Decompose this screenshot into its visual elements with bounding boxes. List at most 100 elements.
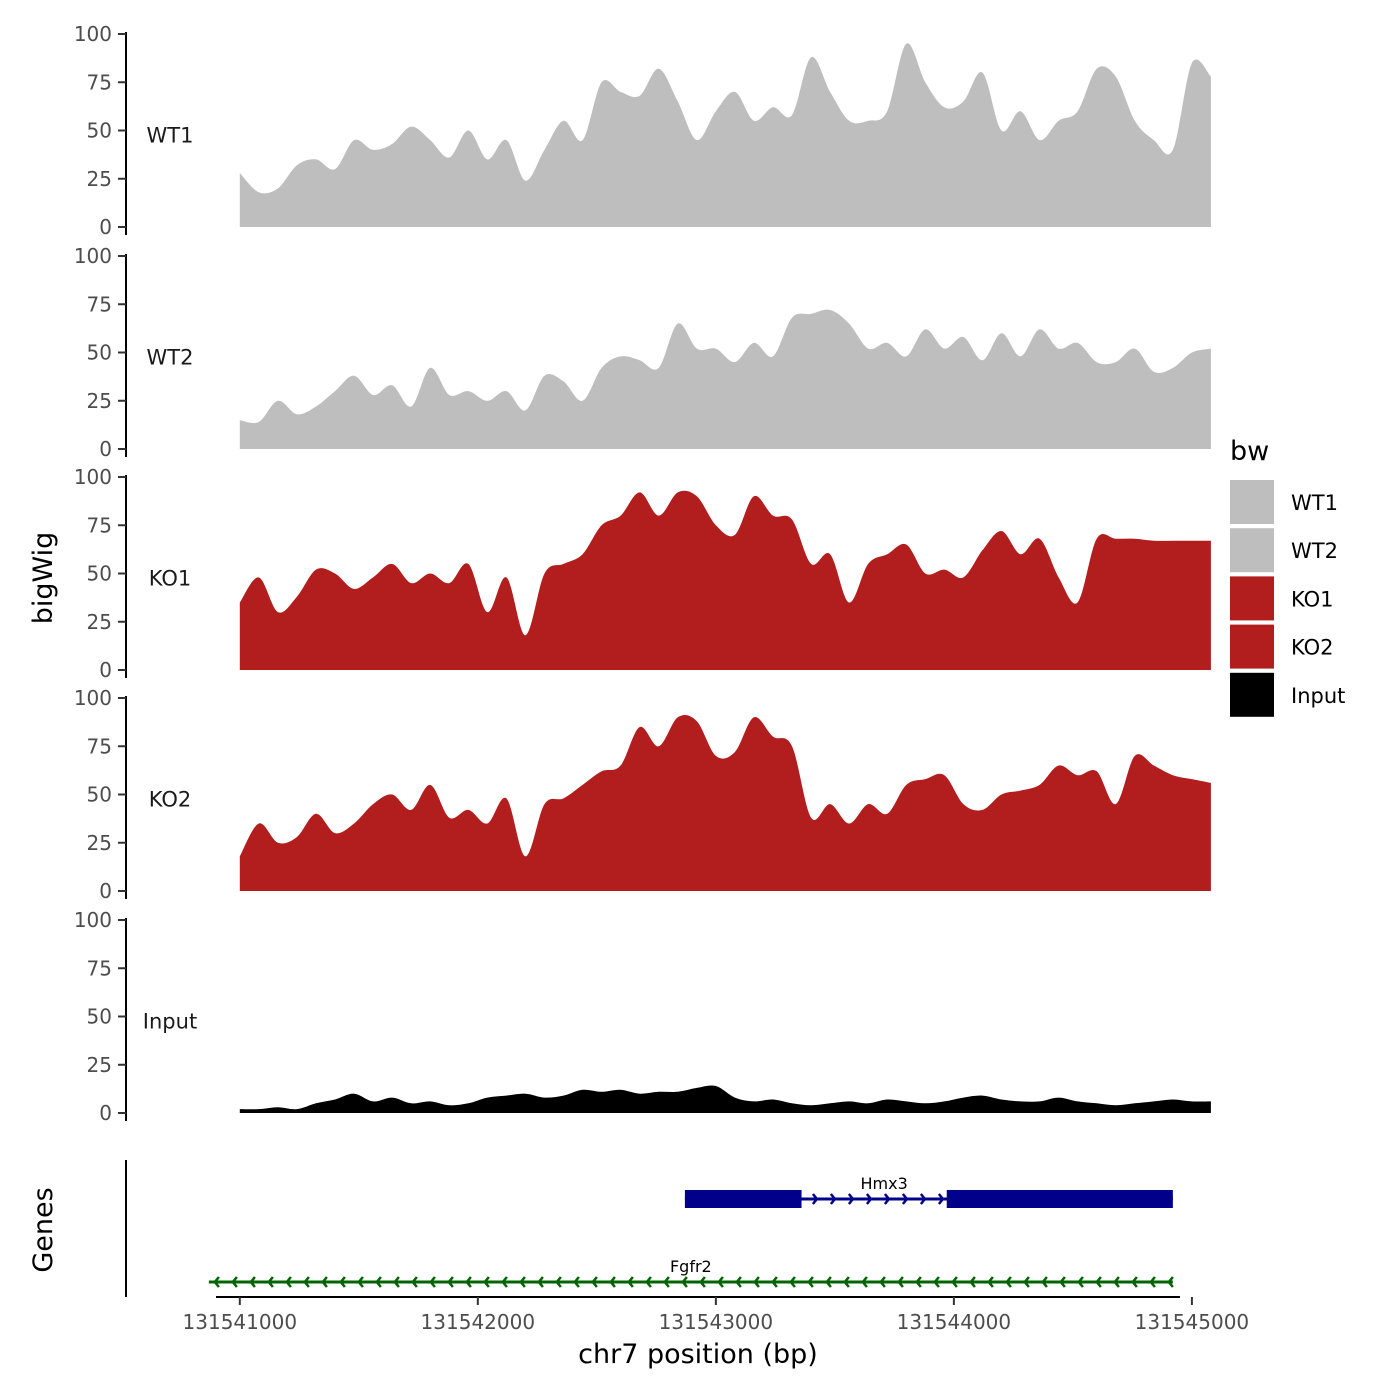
gene-fgfr2: Fgfr2: [208, 1257, 1174, 1288]
strand-chevron: [591, 1276, 598, 1288]
legend-key-wt1: [1230, 480, 1274, 524]
bigwig-tracks: 0255075100WT10255075100WT20255075100KO10…: [74, 22, 1211, 1125]
strand-chevron: [555, 1276, 562, 1288]
strand-chevron: [375, 1276, 382, 1288]
y-tick-label-ko2-50: 50: [87, 783, 112, 807]
y-tick-label-wt1-75: 75: [87, 70, 112, 94]
area-input: [239, 1085, 1211, 1113]
legend-key-input: [1230, 672, 1274, 717]
strand-chevron: [339, 1276, 346, 1288]
strand-chevron: [865, 1193, 873, 1205]
strand-chevron: [465, 1276, 472, 1288]
strand-chevron: [429, 1276, 436, 1288]
legend-label-wt2: WT2: [1291, 539, 1338, 563]
y-tick-label-ko1-0: 0: [99, 658, 112, 682]
strand-chevron: [627, 1276, 634, 1288]
gene-hmx3: Hmx3: [684, 1174, 1173, 1208]
exon-hmx3-2: [946, 1190, 1173, 1208]
strand-chevron: [735, 1276, 742, 1288]
strand-chevron: [829, 1193, 837, 1205]
strand-chevron: [1095, 1276, 1102, 1288]
genes-axis-title: Genes: [28, 1187, 59, 1272]
strand-chevron: [231, 1276, 238, 1288]
strand-chevron: [915, 1276, 922, 1288]
strand-chevron: [357, 1276, 364, 1288]
y-tick-label-wt1-25: 25: [87, 167, 112, 191]
strand-chevron: [847, 1193, 855, 1205]
strand-chevron: [1149, 1276, 1156, 1288]
y-tick-label-input-25: 25: [87, 1053, 112, 1077]
gene-label-hmx3: Hmx3: [861, 1174, 908, 1193]
strand-chevron: [883, 1193, 891, 1205]
y-tick-label-wt2-25: 25: [87, 389, 112, 413]
strand-chevron: [285, 1276, 292, 1288]
strand-chevron: [937, 1193, 945, 1205]
legend-label-input: Input: [1291, 684, 1345, 708]
strand-chevron: [811, 1193, 819, 1205]
exon-hmx3-1: [684, 1190, 802, 1208]
strand-chevron: [699, 1276, 706, 1288]
strand-chevron: [1005, 1276, 1012, 1288]
strand-chevron: [969, 1276, 976, 1288]
legend-label-ko2: KO2: [1291, 636, 1334, 660]
area-ko1: [239, 490, 1211, 670]
strand-chevron: [609, 1276, 616, 1288]
strand-chevron: [573, 1276, 580, 1288]
strand-chevron: [717, 1276, 724, 1288]
strand-chevron: [1059, 1276, 1066, 1288]
strand-chevron: [393, 1276, 400, 1288]
y-tick-label-wt2-75: 75: [87, 292, 112, 316]
strand-chevron: [663, 1276, 670, 1288]
y-tick-label-ko1-100: 100: [74, 465, 112, 489]
y-tick-label-input-0: 0: [99, 1101, 112, 1125]
y-tick-label-wt2-0: 0: [99, 437, 112, 461]
strand-chevron: [843, 1276, 850, 1288]
strand-chevron: [879, 1276, 886, 1288]
x-axis-title: chr7 position (bp): [578, 1339, 818, 1370]
legend-label-ko1: KO1: [1291, 587, 1334, 611]
strand-chevron: [1023, 1276, 1030, 1288]
strand-chevron: [213, 1276, 220, 1288]
y-tick-label-ko2-100: 100: [74, 686, 112, 710]
strand-chevron: [771, 1276, 778, 1288]
strand-chevron: [825, 1276, 832, 1288]
track-label-wt1: WT1: [147, 123, 194, 147]
strand-chevron: [681, 1276, 688, 1288]
strand-chevron: [1077, 1276, 1084, 1288]
y-tick-label-input-75: 75: [87, 956, 112, 980]
track-label-ko1: KO1: [149, 566, 192, 590]
strand-chevron: [919, 1193, 927, 1205]
y-tick-label-wt2-50: 50: [87, 341, 112, 365]
y-tick-label-ko2-75: 75: [87, 734, 112, 758]
x-axis: 131541000 131542000 131543000 131544000 1315…: [183, 1296, 1250, 1334]
x-tick-label-131542000: 131542000: [421, 1310, 536, 1334]
track-wt1: 0 25 50 75 100 WT1: [74, 22, 1211, 239]
x-tick-label-131541000: 131541000: [183, 1310, 298, 1334]
y-tick-label-ko2-25: 25: [87, 831, 112, 855]
legend: bw WT1 WT2 KO1 KO2 Input: [1230, 436, 1345, 717]
strand-chevron: [447, 1276, 454, 1288]
track-ko2: 0 25 50 75 100 KO2: [74, 686, 1211, 903]
strand-chevron: [321, 1276, 328, 1288]
strand-chevron: [501, 1276, 508, 1288]
strand-chevron: [1041, 1276, 1048, 1288]
strand-chevron: [951, 1276, 958, 1288]
x-tick-label-131545000: 131545000: [1135, 1310, 1250, 1334]
strand-chevron: [1167, 1276, 1174, 1288]
gene-label-fgfr2: Fgfr2: [670, 1257, 712, 1276]
strand-chevron: [897, 1276, 904, 1288]
legend-label-wt1: WT1: [1291, 491, 1338, 515]
y-tick-label-wt1-0: 0: [99, 215, 112, 239]
strand-chevron: [933, 1276, 940, 1288]
y-tick-label-ko1-75: 75: [87, 513, 112, 537]
strand-chevron: [987, 1276, 994, 1288]
legend-key-ko2: [1230, 624, 1274, 669]
track-ko1: 0 25 50 75 100 KO1: [74, 465, 1211, 682]
y-tick-label-input-100: 100: [74, 908, 112, 932]
track-label-ko2: KO2: [149, 787, 192, 811]
y-tick-label-wt1-50: 50: [87, 119, 112, 143]
strand-chevron: [537, 1276, 544, 1288]
strand-chevron: [483, 1276, 490, 1288]
y-tick-label-ko1-50: 50: [87, 562, 112, 586]
track-label-input: Input: [143, 1009, 197, 1033]
